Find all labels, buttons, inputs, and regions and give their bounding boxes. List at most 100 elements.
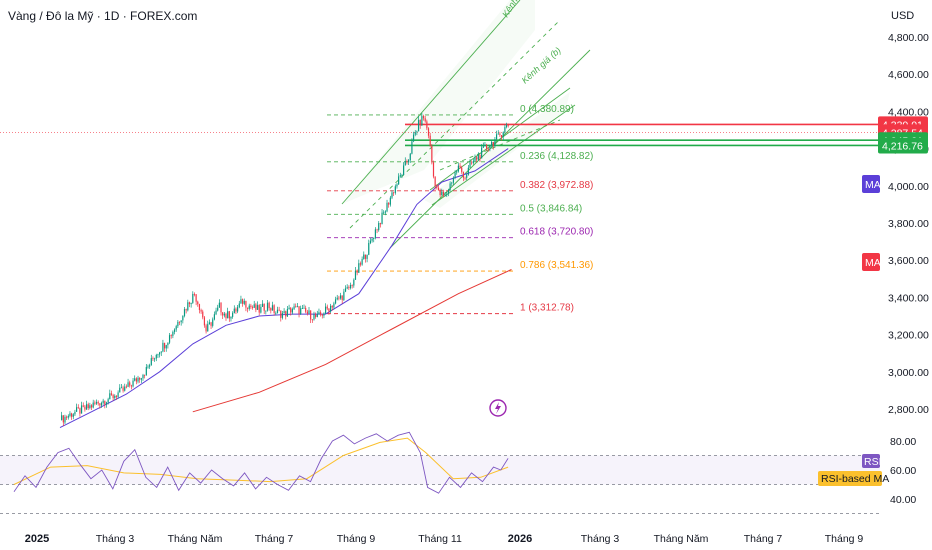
candle-body [505, 125, 508, 128]
candle-body [424, 118, 426, 122]
candle-body [183, 309, 186, 316]
fib-level-label: 0.618 (3,720.80) [520, 227, 593, 238]
candle-body [354, 270, 357, 280]
x-tick-label: 2026 [508, 533, 532, 545]
candle-body [447, 190, 450, 194]
channel-shading [342, 0, 535, 204]
rsi-band [0, 455, 880, 485]
fib-level-label: 0.382 (3,972.88) [520, 180, 593, 191]
candle-body [104, 400, 106, 405]
candle-body [444, 194, 446, 196]
candle-body [376, 229, 378, 231]
candle-body [192, 293, 194, 303]
candle-body [477, 154, 479, 160]
ma-tag-text: MA [865, 257, 881, 269]
candle-body [459, 165, 461, 168]
y-tick-label: 4,800.00 [888, 32, 929, 44]
candle-body [217, 307, 219, 311]
candle-body [228, 311, 230, 319]
candle-body [90, 405, 93, 408]
candle-body [67, 415, 69, 418]
candle-body [99, 403, 101, 406]
candle-body [301, 308, 303, 309]
candle-body [135, 378, 137, 382]
x-tick-label: Tháng 3 [581, 533, 620, 545]
candle-body [237, 307, 239, 312]
candle-body [486, 145, 488, 149]
candle-body [97, 401, 99, 404]
candle-body [333, 303, 335, 308]
candle-body [152, 358, 154, 360]
candle-body [213, 314, 215, 320]
candle-body [170, 335, 172, 336]
candle-body [245, 300, 247, 308]
rsi-y-tick-label: 80.00 [890, 436, 916, 448]
candle-body [411, 141, 413, 154]
candle-body [300, 308, 302, 314]
candle-body [200, 310, 202, 312]
candle-body [487, 148, 489, 150]
candle-body [177, 321, 179, 327]
candle-body [412, 134, 415, 142]
candle-body [261, 303, 264, 307]
candle-body [208, 322, 210, 325]
candle-body [163, 342, 166, 349]
candle-body [187, 302, 189, 311]
candle-body [250, 305, 252, 308]
candle-body [286, 309, 289, 317]
candle-body [278, 309, 280, 311]
candle-body [109, 393, 111, 400]
candle-body [100, 402, 103, 406]
ma-tag [862, 174, 880, 193]
candle-body [406, 160, 408, 163]
candle-body [203, 317, 206, 326]
candle-body [77, 407, 79, 409]
candle-body [386, 202, 388, 212]
candle-body [251, 307, 254, 308]
candle-body [102, 400, 104, 403]
candle-body [119, 387, 121, 393]
candle-body [334, 299, 337, 304]
candle-body [125, 386, 127, 388]
candle-body [120, 387, 123, 389]
fib-level-label: 0.786 (3,541.36) [520, 260, 593, 271]
candle-body [283, 311, 285, 314]
candle-body [190, 302, 192, 305]
candle-body [408, 160, 410, 163]
candle-body [198, 304, 201, 311]
candle-body [197, 301, 199, 305]
candle-body [484, 145, 486, 147]
price-unit: USD [891, 10, 915, 22]
candle-body [243, 300, 245, 304]
candle-body [295, 306, 297, 308]
y-tick-label: 2,800.00 [888, 404, 929, 416]
candle-body [275, 312, 277, 314]
candle-body [320, 312, 322, 315]
candle-body [238, 303, 240, 308]
candle-body [416, 131, 418, 133]
chart-title: Vàng / Đô la Mỹ · 1D · FOREX.com [8, 9, 198, 23]
candle-body [313, 314, 315, 320]
candle-body [497, 133, 499, 135]
candle-body [384, 211, 386, 213]
candle-body [329, 305, 332, 312]
candle-body [489, 146, 491, 149]
candle-body [61, 415, 63, 421]
candle-body [369, 240, 372, 244]
candle-body [288, 307, 290, 310]
candle-body [285, 311, 287, 317]
candle-body [242, 299, 244, 304]
candle-body [328, 308, 330, 312]
candle-body [227, 311, 229, 319]
candle-body [409, 153, 411, 161]
candle-body [246, 307, 249, 309]
candle-body [393, 192, 395, 194]
channel-line [341, 0, 521, 205]
y-tick-label: 4,400.00 [888, 106, 929, 118]
price-badge [878, 137, 928, 154]
candle-body [452, 177, 455, 183]
ma-tag-text: MA [865, 179, 881, 191]
candle-body [388, 202, 390, 205]
candle-body [399, 175, 401, 177]
